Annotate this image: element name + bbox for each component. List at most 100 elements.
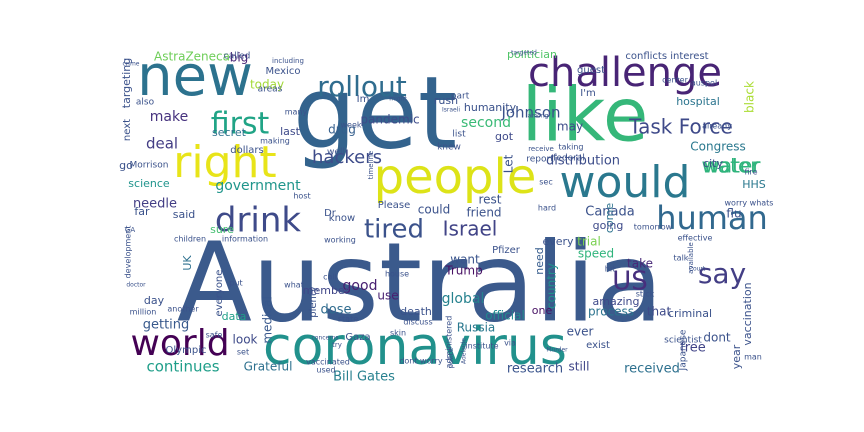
word-cloud-word: first (211, 107, 270, 142)
word-cloud-word: people (374, 149, 537, 205)
word-cloud-word: science (128, 177, 170, 190)
word-cloud-word: among (528, 113, 549, 120)
word-cloud-word: speed (578, 247, 614, 261)
word-cloud-word: used (316, 366, 335, 375)
word-cloud-word: good (343, 278, 378, 294)
word-cloud-word: may (557, 120, 583, 134)
word-cloud-word: get (293, 54, 457, 171)
word-cloud-word: receive (528, 145, 554, 153)
word-cloud-word: dont worry (399, 357, 443, 366)
word-cloud-word: government (215, 178, 301, 194)
word-cloud-word: targeting (120, 58, 133, 108)
word-cloud-word: doctor (126, 282, 146, 289)
word-cloud-word: Canada (585, 205, 634, 220)
word-cloud-word: week (340, 121, 361, 130)
word-cloud-word: I'm (580, 88, 595, 99)
word-cloud-word: Dr (324, 208, 337, 219)
word-cloud-word: world (130, 323, 229, 364)
word-cloud-word: HHS (742, 178, 766, 191)
word-cloud-word: tired (364, 215, 424, 245)
word-cloud-word: global (442, 291, 485, 307)
word-cloud-word: Pfizer (492, 245, 521, 256)
word-cloud-word: children (174, 235, 206, 244)
word-cloud-word: look (233, 333, 258, 347)
word-cloud-word: talk (674, 254, 689, 263)
word-cloud-word: research (507, 362, 563, 377)
word-cloud-word: list (452, 130, 466, 140)
word-cloud-word: getting (143, 318, 190, 333)
word-cloud-word: need (533, 247, 546, 275)
word-cloud-word: man (744, 353, 762, 362)
word-cloud-word: city (703, 157, 723, 170)
word-cloud-word: continues (146, 358, 219, 376)
word-cloud-word: Adelaide (461, 338, 468, 364)
word-cloud-word: Grateful (244, 360, 293, 374)
word-cloud-word: second (461, 115, 511, 131)
word-cloud-word: dollars (230, 145, 263, 156)
word-cloud-word: rollout (317, 70, 406, 103)
word-cloud-word: distribution (546, 154, 620, 169)
word-cloud-word: free (680, 341, 706, 356)
word-cloud-word: Please (378, 200, 410, 211)
word-cloud-word: going (593, 219, 624, 232)
word-cloud-word: put (229, 279, 242, 288)
word-cloud-word: got (495, 130, 514, 143)
word-cloud-word: GA (125, 226, 135, 234)
word-cloud-word: Gaza (345, 332, 370, 343)
word-cloud-word: called (224, 52, 251, 62)
word-cloud-word: go (119, 159, 133, 172)
word-cloud-word: many (285, 108, 308, 117)
word-cloud-word: Israeli (442, 107, 460, 114)
word-cloud-word: black (743, 81, 757, 113)
word-cloud-word: one (532, 304, 553, 317)
word-cloud-word: vaccinated (306, 358, 350, 367)
word-cloud-word: sec (539, 178, 553, 187)
word-cloud-word: Bill Gates (333, 370, 395, 385)
word-cloud-word: auspol (691, 79, 717, 88)
word-cloud-word: said (173, 208, 196, 221)
word-cloud-word: another (167, 305, 199, 314)
word-cloud-word: friend (466, 206, 501, 220)
word-cloud-word: pandemic (360, 113, 419, 127)
word-cloud-word: effective (678, 234, 713, 243)
word-cloud-word: part (451, 92, 470, 102)
word-cloud-word: Russia (457, 321, 496, 335)
word-cloud-word: plenty (308, 286, 319, 318)
word-cloud-word: AstraZeneca (154, 50, 230, 64)
word-cloud-word: country (545, 263, 559, 309)
word-cloud-word: knew (437, 143, 461, 153)
word-cloud-word: coronavirus (263, 317, 567, 377)
word-cloud-word: information (222, 235, 268, 244)
word-cloud-word: data (222, 310, 247, 323)
word-cloud-word: rest (478, 193, 501, 207)
word-cloud-word: call (323, 273, 337, 282)
word-cloud-word: fire (744, 168, 757, 177)
word-cloud-word: Mexico (266, 66, 301, 77)
word-cloud-word: new (137, 44, 253, 109)
word-cloud-word: concerns (311, 335, 338, 342)
word-cloud-word: set (237, 348, 249, 357)
word-cloud-word: dose (321, 303, 352, 318)
word-cloud-word: needle (133, 197, 177, 212)
word-cloud-word: Japanese (679, 329, 689, 371)
word-cloud-word: that (647, 305, 672, 319)
word-cloud-word: hard (538, 204, 556, 213)
word-cloud-word: drink (215, 201, 302, 241)
word-cloud-word: big (230, 51, 249, 65)
word-cloud-word: state (338, 315, 358, 324)
word-cloud-word: targeted (511, 50, 537, 57)
word-cloud-word: humanity (464, 101, 517, 114)
word-cloud-word: ever (567, 325, 594, 339)
word-cloud-word: house (385, 270, 409, 279)
word-cloud-word: million (130, 308, 157, 317)
word-cloud-word: UK (181, 255, 194, 271)
word-cloud-word: make (150, 109, 188, 125)
word-cloud-word: exist (586, 340, 610, 351)
word-cloud-word: center (662, 76, 688, 85)
word-cloud-word: day (144, 294, 165, 307)
word-cloud-word: taking (558, 143, 583, 152)
word-cloud-word: hospital (676, 95, 720, 108)
word-cloud-word: federal (553, 154, 585, 164)
word-cloud-word: safe (206, 331, 223, 340)
